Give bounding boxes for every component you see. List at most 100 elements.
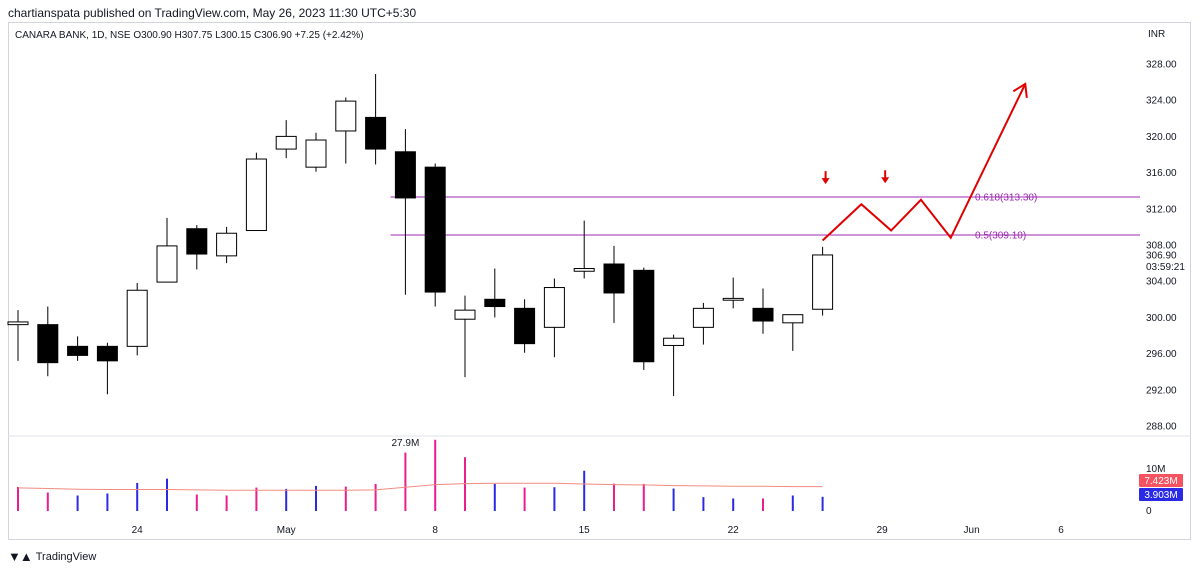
time-axis: 24 May 8 15 22 29 Jun 6 <box>132 525 1065 536</box>
candle-body-down <box>67 345 89 356</box>
symbol-legend: CANARA BANK, 1D, NSE O300.90 H307.75 L30… <box>15 30 364 41</box>
time-tick-label: Jun <box>964 525 980 536</box>
candle <box>275 120 297 159</box>
candle-body-down <box>37 324 59 364</box>
candle <box>7 310 29 361</box>
candle-body-up <box>156 245 178 283</box>
volume-ma-tag: 7.423M <box>1139 474 1183 487</box>
candle-body-up <box>245 158 267 232</box>
candle <box>573 220 595 279</box>
candle <box>603 245 625 323</box>
candle-body-down <box>394 151 416 199</box>
volume-ma-tag-bg <box>1139 474 1183 487</box>
price-tick-label: 288.00 <box>1146 422 1177 433</box>
candle <box>633 267 655 370</box>
time-tick-label: 15 <box>579 525 591 536</box>
candle <box>365 73 387 165</box>
candle <box>454 295 476 378</box>
candle <box>305 132 327 172</box>
candle-body-down <box>186 228 208 255</box>
time-tick-label: 29 <box>877 525 889 536</box>
candle-body-up <box>275 135 297 150</box>
fibonacci-levels: 0.618(313.30) 0.5(309.10) <box>390 193 1140 242</box>
candle-body-up <box>126 289 148 347</box>
candle <box>484 268 506 318</box>
candle <box>67 336 89 361</box>
time-tick-label: 24 <box>132 525 144 536</box>
currency-label: INR <box>1148 29 1166 40</box>
candle-body-down <box>484 298 506 308</box>
price-tick-label: 292.00 <box>1146 385 1177 396</box>
price-tick-label: 300.00 <box>1146 313 1177 324</box>
publish-info: chartianspata published on TradingView.c… <box>8 6 417 20</box>
price-tick-label: 304.00 <box>1146 277 1177 288</box>
candle-body-down <box>365 116 387 150</box>
price-tick-label: 316.00 <box>1146 168 1177 179</box>
candle <box>37 306 59 377</box>
candle <box>216 226 238 264</box>
candle <box>394 129 416 295</box>
candle <box>156 217 178 283</box>
projection-arrowhead <box>1012 82 1028 98</box>
candle <box>96 342 118 395</box>
candle-body-down <box>514 307 536 345</box>
fib-level-label: 0.618(313.30) <box>975 193 1037 204</box>
footer-brand: TradingView <box>35 550 97 563</box>
candle <box>663 334 685 397</box>
projection-line <box>821 83 1027 242</box>
price-tick-label: 296.00 <box>1146 349 1177 360</box>
candle-body-up <box>663 337 685 346</box>
time-tick-label: May <box>277 525 296 536</box>
candle <box>812 246 834 316</box>
candle <box>782 314 804 351</box>
candle-body-up <box>692 307 714 328</box>
chart-frame <box>8 22 1191 540</box>
price-tick-label: 320.00 <box>1146 132 1177 143</box>
candle-body-up <box>7 321 29 326</box>
candle-body-down <box>96 345 118 362</box>
price-tick-label: 328.00 <box>1146 60 1177 71</box>
candle-body-down <box>633 269 655 363</box>
candle-body-down <box>603 263 625 294</box>
candle <box>126 283 148 356</box>
candle-body-up <box>305 139 327 168</box>
candle <box>245 152 267 232</box>
volume-pane: 27.9M 10M 0 7.423M 3.903M <box>8 435 1191 517</box>
price-tick-label: 308.00 <box>1146 241 1177 252</box>
volume-last-tag-bg <box>1139 488 1183 501</box>
candle-body-up <box>782 314 804 324</box>
candle <box>514 299 536 353</box>
fib-level-label: 0.5(309.10) <box>975 231 1026 242</box>
candle <box>186 225 208 270</box>
candle-body-up <box>812 254 834 310</box>
candle <box>722 277 744 309</box>
candle-body-down <box>752 307 774 322</box>
candle-body-up <box>454 309 476 320</box>
candle-body-up <box>573 268 595 272</box>
volume-last-tag-text: 3.903M <box>1144 490 1177 501</box>
volume-ma-line <box>17 482 823 491</box>
price-axis: 288.00 292.00 296.00 300.00 304.00 308.00 312.… <box>1146 60 1177 433</box>
candle <box>424 163 446 307</box>
volume-scale-label: 10M <box>1146 464 1165 475</box>
down-arrow-icon <box>821 171 830 185</box>
time-tick-label: 6 <box>1058 525 1064 536</box>
candle-body-up <box>543 287 565 328</box>
candle-body-up <box>722 297 744 301</box>
volume-ma-tag-text: 7.423M <box>1144 476 1177 487</box>
candle-body-up <box>216 232 238 257</box>
price-tick-label: 312.00 <box>1146 204 1177 215</box>
volume-max-label: 27.9M <box>392 438 420 449</box>
tradingview-logo-icon: ▼▲ <box>8 549 33 564</box>
time-tick-label: 22 <box>728 525 740 536</box>
time-to-close-label: 03:59:21 <box>1146 262 1185 273</box>
candle <box>692 302 714 345</box>
last-price-tag-bg <box>1140 248 1190 271</box>
volume-zero-label: 0 <box>1146 506 1152 517</box>
time-tick-label: 8 <box>432 525 438 536</box>
price-tick-label: 324.00 <box>1146 96 1177 107</box>
projection-drawing <box>821 82 1028 242</box>
candle-body-down <box>424 166 446 293</box>
